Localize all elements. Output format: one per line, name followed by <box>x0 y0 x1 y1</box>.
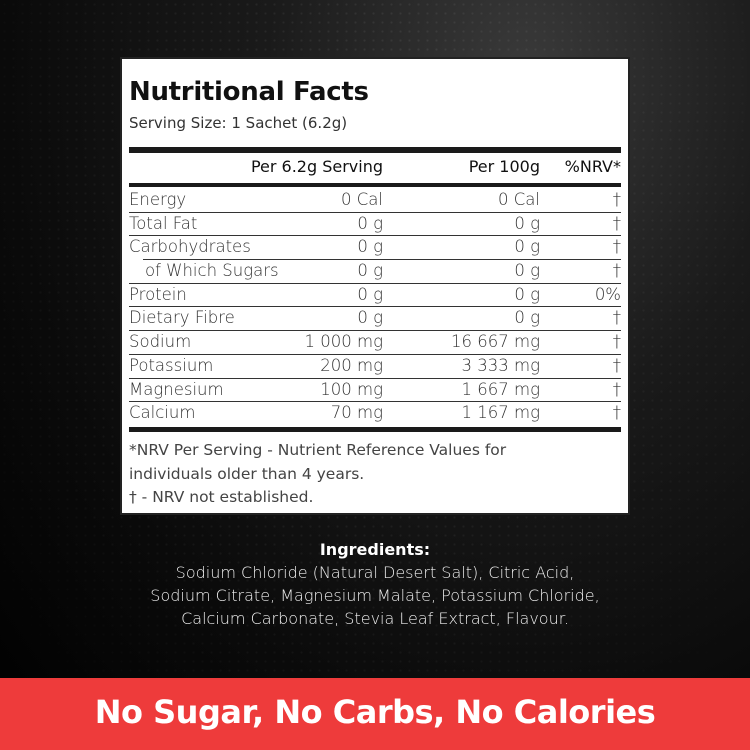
table-row: Energy 0 Cal 0 Cal † <box>129 189 621 213</box>
per-100g-value: 0 Cal <box>498 190 540 209</box>
table-row: Carbohydrates 0 g 0 g † <box>129 236 621 260</box>
per-100g-value: 3 333 mg <box>461 355 540 375</box>
ingredients-section: Ingredients: Sodium Chloride (Natural De… <box>0 540 750 630</box>
per-serving-value: 0 g <box>357 237 383 257</box>
per-100g-value: 0 g <box>514 237 540 257</box>
nrv-value: † <box>612 237 621 257</box>
nutrient-label: Potassium <box>129 355 214 375</box>
nutrient-label: Energy <box>129 190 187 209</box>
nutrient-label: Total Fat <box>129 213 198 233</box>
per-serving-value: 70 mg <box>330 403 383 423</box>
nrv-value: † <box>612 261 621 281</box>
nutrient-label: Calcium <box>129 403 196 423</box>
ingredients-line: Sodium Chloride (Natural Desert Salt), C… <box>175 563 575 582</box>
claims-banner: No Sugar, No Carbs, No Calories <box>0 678 750 750</box>
serving-size: Serving Size: 1 Sachet (6.2g) <box>129 114 348 132</box>
per-100g-value: 0 g <box>514 261 540 281</box>
divider-thick <box>129 183 621 187</box>
per-serving-value: 0 Cal <box>341 190 383 209</box>
nrv-value: † <box>612 190 621 209</box>
table-row: of Which Sugars 0 g 0 g † <box>129 260 621 284</box>
divider-thick <box>129 427 621 432</box>
panel-title: Nutritional Facts <box>129 77 369 107</box>
table-row: Calcium 70 mg 1 167 mg † <box>129 402 621 426</box>
ingredients-line: Sodium Citrate, Magnesium Malate, Potass… <box>150 586 600 605</box>
per-serving-value: 0 g <box>357 261 383 281</box>
header-per-serving: Per 6.2g Serving <box>250 157 383 176</box>
table-row: Potassium 200 mg 3 333 mg † <box>129 355 621 379</box>
footnote: *NRV Per Serving - Nutrient Reference Va… <box>129 441 507 459</box>
per-serving-value: 0 g <box>357 213 383 233</box>
ingredients-title: Ingredients: <box>319 540 431 559</box>
per-100g-value: 0 g <box>514 213 540 233</box>
header-nrv: %NRV* <box>564 157 621 176</box>
footnote: † - NRV not established. <box>129 488 314 506</box>
per-serving-value: 100 mg <box>320 379 383 399</box>
per-100g-value: 1 667 mg <box>461 379 540 399</box>
per-100g-value: 0 g <box>514 308 540 328</box>
nrv-value: † <box>612 355 621 375</box>
nrv-value: † <box>612 308 621 328</box>
per-100g-value: 16 667 mg <box>451 332 540 352</box>
table-row: Magnesium 100 mg 1 667 mg † <box>129 379 621 403</box>
footnote: individuals older than 4 years. <box>129 464 365 483</box>
nrv-value: † <box>612 213 621 233</box>
nrv-value: 0% <box>594 284 621 304</box>
nutrient-label: Magnesium <box>129 379 224 399</box>
header-per-100g: Per 100g <box>468 157 540 176</box>
table-row: Protein 0 g 0 g 0% <box>129 284 621 308</box>
per-100g-value: 0 g <box>514 284 540 304</box>
per-serving-value: 200 mg <box>320 355 383 375</box>
footnotes: *NRV Per Serving - Nutrient Reference Va… <box>129 439 506 510</box>
per-serving-value: 0 g <box>357 308 383 328</box>
nutrient-label: of Which Sugars <box>145 261 279 281</box>
nutrient-label: Sodium <box>129 332 192 352</box>
table-header: Per 6.2g Serving Per 100g %NRV* <box>129 157 621 183</box>
per-100g-value: 1 167 mg <box>461 403 540 423</box>
table-row: Dietary Fibre 0 g 0 g † <box>129 307 621 332</box>
per-serving-value: 0 g <box>357 284 383 304</box>
nutrient-label: Dietary Fibre <box>129 308 235 328</box>
nutrient-label: Protein <box>129 284 187 304</box>
ingredients-line: Calcium Carbonate, Stevia Leaf Extract, … <box>181 609 569 628</box>
divider-thick <box>129 147 621 153</box>
nutrient-label: Carbohydrates <box>129 237 251 257</box>
nrv-value: † <box>612 379 621 399</box>
nrv-value: † <box>612 403 621 423</box>
nrv-value: † <box>612 332 621 352</box>
table-row: Total Fat 0 g 0 g † <box>129 213 621 237</box>
table-row: Sodium 1 000 mg 16 667 mg † <box>129 331 621 355</box>
per-serving-value: 1 000 mg <box>304 332 383 352</box>
nutrition-facts-panel: Nutritional Facts Serving Size: 1 Sachet… <box>120 57 630 515</box>
